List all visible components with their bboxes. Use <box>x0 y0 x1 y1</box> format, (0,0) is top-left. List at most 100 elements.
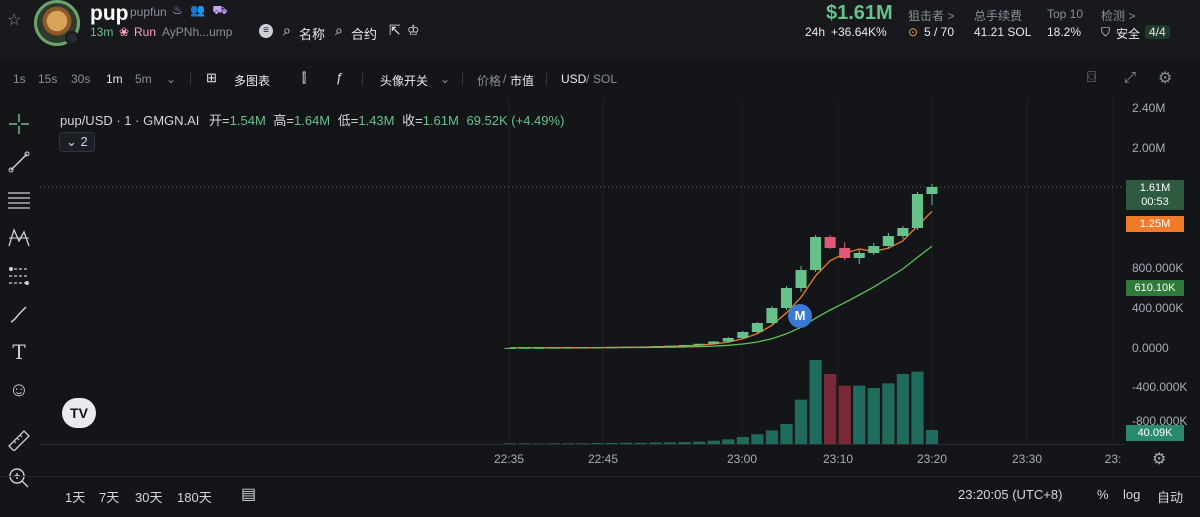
chart-toolbar: 1s 15s 30s 1m 5m ⌄ ⊞ 多图表 ⫿ ƒ 头像开关 ⌄ 价格 /… <box>0 61 1200 95</box>
crosshair-icon[interactable] <box>4 110 34 138</box>
volume-bar <box>693 441 706 444</box>
auto-toggle[interactable]: 自动 <box>1157 490 1184 505</box>
top10-label: Top 10 <box>1047 7 1084 21</box>
add-chart-icon[interactable]: ⊞ <box>206 70 217 85</box>
x-tick: 23:30 <box>1011 452 1043 466</box>
candle-body <box>649 346 662 348</box>
indicators-icon[interactable]: ƒ <box>336 70 344 85</box>
ruler-icon[interactable] <box>4 426 34 454</box>
x-tick: 23: <box>1104 452 1122 466</box>
volume-bar <box>576 443 589 444</box>
pattern-icon[interactable] <box>4 224 34 252</box>
ma-fast-line <box>509 210 933 349</box>
candle-body <box>504 347 516 349</box>
horizontal-lines-icon[interactable] <box>4 186 34 214</box>
check-label[interactable]: 检测 > <box>1101 9 1136 23</box>
y-tick: 2.40M <box>1132 101 1166 115</box>
snipers-value: 5 / 70 <box>924 25 955 39</box>
candle-body <box>635 346 647 348</box>
chevron-down-icon[interactable]: ⌄ <box>166 72 177 86</box>
volume-bar <box>765 430 779 444</box>
x-tick: 23:00 <box>726 452 758 466</box>
drawing-tools: T ☺ <box>0 98 40 498</box>
check-value: 安全 <box>1116 27 1141 41</box>
range-1d[interactable]: 1天 <box>65 490 86 505</box>
clock-display[interactable]: 23:20:05 (UTC+8) <box>958 487 1063 502</box>
x-tick: 22:35 <box>493 452 525 466</box>
camera-icon[interactable]: ⌼ <box>1087 69 1097 86</box>
token-ticker: pup <box>90 2 129 25</box>
copy-address-icon[interactable]: ≡ <box>259 24 273 38</box>
fullscreen-icon[interactable]: ⤢ <box>1124 69 1137 86</box>
fees-label: 总手续费 <box>974 9 1023 23</box>
interval-1m[interactable]: 1m <box>106 72 123 86</box>
volume-bar <box>925 430 939 444</box>
legend-low: 1.43M <box>358 113 395 128</box>
interval-1s[interactable]: 1s <box>13 72 26 86</box>
migration-marker[interactable]: M <box>788 304 812 328</box>
volume-bar <box>562 443 575 444</box>
legend-collapse-button[interactable]: ⌄ 2 <box>59 132 95 152</box>
chart-canvas[interactable] <box>40 98 1124 444</box>
candles-icon[interactable]: ⫿ <box>302 70 307 85</box>
search-name-icon[interactable]: ⌕ <box>283 22 291 38</box>
legend-symbol: pup/USD · 1 · GMGN.AI <box>60 113 200 128</box>
calendar-range-icon[interactable]: ▤ <box>241 486 257 503</box>
settings-gear-icon[interactable]: ⚙ <box>1158 70 1173 87</box>
token-address[interactable]: AyPNh...ump <box>162 25 233 39</box>
candle-body <box>679 345 691 346</box>
emoji-icon[interactable]: ☺ <box>8 378 30 401</box>
chevron-down-icon[interactable]: ⌄ <box>440 72 451 86</box>
y-tick: -400.000K <box>1132 380 1188 394</box>
sol-toggle[interactable]: SOL <box>593 72 618 86</box>
market-cap-value: $1.61M <box>826 2 893 24</box>
range-7d[interactable]: 7天 <box>99 490 120 505</box>
search-name-link[interactable]: 名称 <box>299 27 326 42</box>
candle-body <box>882 236 894 246</box>
price-toggle[interactable]: 价格 <box>477 74 502 88</box>
chevron-down-icon: ⌄ <box>66 134 77 149</box>
interval-15s[interactable]: 15s <box>38 72 58 86</box>
candle-body <box>664 345 676 347</box>
candle-body <box>606 347 618 349</box>
brush-icon[interactable] <box>4 300 34 328</box>
candle-body <box>911 194 923 228</box>
usd-toggle[interactable]: USD <box>561 72 587 86</box>
text-tool-icon[interactable]: T <box>12 340 26 364</box>
bottom-bar: 1天 7天 30天 180天 ▤ 23:20:05 (UTC+8) % log … <box>0 476 1200 517</box>
search-contract-icon[interactable]: ⌕ <box>335 22 343 38</box>
trend-line-icon[interactable] <box>4 148 34 176</box>
snipers-label[interactable]: 狙击者 > <box>908 9 955 23</box>
volume-bar <box>809 360 822 444</box>
check-badge: 4/4 <box>1145 25 1170 39</box>
range-30d[interactable]: 30天 <box>135 490 163 505</box>
change-value: +36.64K% <box>831 25 887 39</box>
search-contract-link[interactable]: 合约 <box>351 27 378 42</box>
market-cap-toggle[interactable]: 市值 <box>510 74 535 88</box>
price-chart[interactable] <box>40 98 1124 444</box>
volume-bar <box>547 443 560 444</box>
crown-icon[interactable]: ♔ <box>407 22 420 38</box>
tradingview-logo[interactable]: TV <box>62 398 96 428</box>
candle-body <box>897 228 909 236</box>
interval-5m[interactable]: 5m <box>135 72 152 86</box>
y-axis[interactable]: 2.40M 2.00M 800.000K 400.000K 0.0000 -40… <box>1124 98 1200 444</box>
interval-30s[interactable]: 30s <box>71 72 91 86</box>
candle-body <box>824 237 836 248</box>
candle-body <box>548 347 560 349</box>
y-tick: 0.0000 <box>1132 341 1169 355</box>
log-toggle[interactable]: log <box>1123 487 1141 502</box>
token-header: ☆ pup pupfun ♨ 👥 ⛟ 13m ❀ Run AyPNh...ump… <box>0 0 1200 60</box>
y-tick: 2.00M <box>1132 141 1166 155</box>
external-link-icon[interactable]: ⇱ <box>389 22 401 38</box>
favorite-star-icon[interactable]: ☆ <box>7 12 22 29</box>
fib-icon[interactable] <box>4 262 34 290</box>
multi-chart-button[interactable]: 多图表 <box>234 74 271 88</box>
avatar-toggle-button[interactable]: 头像开关 <box>380 74 429 88</box>
fees-value: 41.21 SOL <box>974 25 1032 39</box>
chart-settings-gear-icon[interactable]: ⚙ <box>1152 451 1167 468</box>
percent-toggle[interactable]: % <box>1097 487 1109 502</box>
x-axis[interactable]: 22:35 22:45 23:00 23:10 23:20 23:30 23: <box>40 444 1124 474</box>
volume-bar <box>707 440 720 444</box>
range-180d[interactable]: 180天 <box>177 490 212 505</box>
